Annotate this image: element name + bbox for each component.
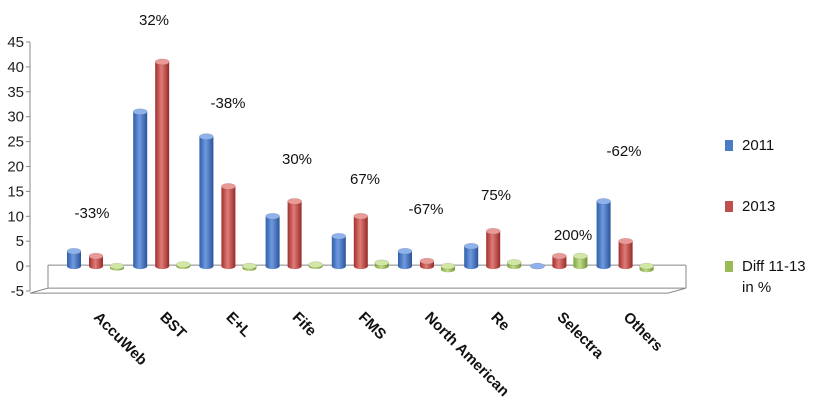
x-category-label: E+L — [223, 309, 255, 341]
legend-label-line2: in % — [742, 279, 771, 296]
bar-diff — [242, 262, 257, 271]
y-tick-label: 40 — [7, 59, 24, 76]
bar-2013 — [154, 58, 170, 270]
bar-2011 — [199, 133, 214, 270]
bar-2013 — [287, 198, 302, 270]
legend: 2011 2013 Diff 11-13 in % — [725, 137, 806, 296]
x-category-label: Fife — [289, 309, 320, 340]
bar-2011 — [463, 242, 479, 270]
data-label: -33% — [74, 205, 109, 222]
data-label: 67% — [350, 171, 380, 188]
bar-2011 — [397, 247, 413, 270]
data-label: 30% — [282, 151, 312, 168]
bar-2011 — [66, 247, 82, 270]
y-tick-label: 45 — [7, 34, 24, 51]
y-tick-label: 15 — [7, 183, 24, 200]
data-label: -38% — [210, 95, 245, 112]
bar-2013 — [353, 213, 369, 270]
bar-diff — [374, 259, 390, 270]
floor-front-face — [29, 287, 687, 294]
bar-2011 — [530, 262, 545, 270]
bar-2013 — [618, 237, 633, 270]
legend-entry: Diff 11-13 in % — [725, 258, 806, 296]
x-category-label: BST — [156, 309, 189, 342]
y-tick-label: 10 — [7, 208, 24, 225]
y-tick-label: 0 — [16, 258, 24, 275]
bar-2013 — [552, 252, 567, 270]
y-tick-label: 35 — [7, 84, 24, 101]
legend-label: Diff 11-13 — [742, 258, 806, 275]
bar-2013 — [221, 183, 236, 270]
legend-label: 2013 — [742, 198, 775, 215]
y-tick-label: 20 — [7, 159, 24, 176]
bar-diff — [109, 262, 125, 271]
x-category-label: FMS — [355, 309, 389, 343]
bar-diff — [639, 262, 654, 273]
bar-2013 — [419, 257, 435, 270]
bar-2011 — [596, 198, 611, 270]
y-tick-label: 30 — [7, 109, 24, 126]
data-label: 32% — [139, 12, 169, 29]
data-label: 75% — [481, 187, 511, 204]
bar-2011 — [132, 108, 148, 270]
y-tick-label: -5 — [11, 283, 24, 300]
bar-2013 — [485, 227, 501, 270]
legend-swatch — [725, 140, 733, 151]
y-tick-label: 5 — [16, 233, 24, 250]
legend-swatch — [725, 261, 733, 272]
bar-diff — [573, 252, 588, 270]
legend-swatch — [725, 201, 733, 212]
data-labels: -33% 32% -38% 30% 67% -67% 75% 200% -62% — [74, 12, 641, 244]
y-tick-label: 25 — [7, 134, 24, 151]
x-category-label: Selectra — [554, 309, 608, 363]
y-axis: -5 0 5 10 15 20 25 30 35 40 45 — [7, 34, 31, 300]
bar-2011 — [331, 232, 347, 270]
x-category-label: AccuWeb — [90, 309, 150, 369]
x-category-label: Others — [620, 309, 666, 355]
bar-diff — [175, 261, 191, 270]
data-label: -67% — [408, 201, 443, 218]
bars — [66, 58, 654, 273]
legend-entry: 2011 — [725, 137, 774, 154]
bar-diff — [440, 262, 456, 273]
chart-floor — [29, 264, 687, 294]
x-category-label: Re — [487, 309, 513, 335]
bar-diff — [506, 259, 522, 270]
data-label: 200% — [554, 227, 592, 244]
bar-2011 — [265, 213, 280, 270]
legend-entry: 2013 — [725, 198, 775, 215]
bar-diff — [308, 261, 323, 270]
data-label: -62% — [606, 143, 641, 160]
legend-label: 2011 — [742, 137, 774, 154]
bar-2013 — [88, 252, 104, 270]
